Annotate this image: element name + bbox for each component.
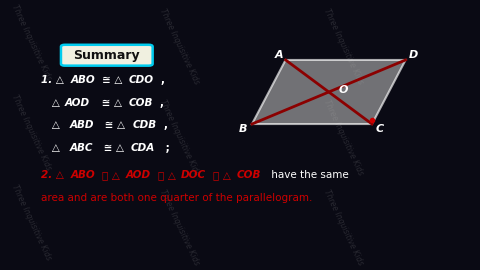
Text: Three Inquisitive Kids: Three Inquisitive Kids [158,8,202,86]
FancyBboxPatch shape [61,45,153,66]
Text: ≅ △: ≅ △ [101,120,125,130]
Text: Three Inquisitive Kids: Three Inquisitive Kids [158,98,202,176]
Text: ;: ; [162,143,170,153]
Text: Three Inquisitive Kids: Three Inquisitive Kids [322,8,365,86]
Text: ,: , [164,120,168,130]
Text: Three Inquisitive Kids: Three Inquisitive Kids [10,3,53,81]
Text: △: △ [41,98,60,108]
Text: CDO: CDO [129,75,154,85]
Text: COB: COB [129,98,153,108]
Text: Three Inquisitive Kids: Three Inquisitive Kids [10,93,53,171]
Text: have the same: have the same [268,170,348,180]
Text: 1. △: 1. △ [41,75,64,85]
Text: area and are both one quarter of the parallelogram.: area and are both one quarter of the par… [41,193,312,202]
Text: ,: , [161,75,165,85]
Text: ABD: ABD [70,120,95,130]
Text: △: △ [41,120,63,130]
Text: ≅ △: ≅ △ [102,75,122,85]
Text: 2. △: 2. △ [41,170,64,180]
Text: 、 △: 、 △ [213,170,231,180]
Text: AOD: AOD [65,98,90,108]
Text: CDB: CDB [132,120,156,130]
Text: DOC: DOC [181,170,206,180]
Text: ≅ △: ≅ △ [100,143,124,153]
Text: Three Inquisitive Kids: Three Inquisitive Kids [322,188,365,266]
Text: C: C [375,124,384,134]
Text: ≅ △: ≅ △ [97,98,121,108]
Text: ABO: ABO [70,170,95,180]
Text: A: A [275,50,283,60]
Text: COB: COB [236,170,261,180]
Text: Summary: Summary [73,49,140,62]
Text: O: O [338,85,348,94]
Text: Three Inquisitive Kids: Three Inquisitive Kids [10,183,53,262]
Text: D: D [409,50,418,60]
Text: 、 △: 、 △ [158,170,176,180]
Text: △: △ [41,143,63,153]
Text: ,: , [160,98,164,108]
Polygon shape [252,60,406,124]
Text: AOD: AOD [125,170,150,180]
Text: Three Inquisitive Kids: Three Inquisitive Kids [158,188,202,266]
Text: CDA: CDA [131,143,156,153]
Text: Three Inquisitive Kids: Three Inquisitive Kids [322,98,365,176]
Text: ABO: ABO [70,75,95,85]
Text: ABC: ABC [70,143,93,153]
Text: 、 △: 、 △ [102,170,120,180]
Text: B: B [239,124,247,134]
